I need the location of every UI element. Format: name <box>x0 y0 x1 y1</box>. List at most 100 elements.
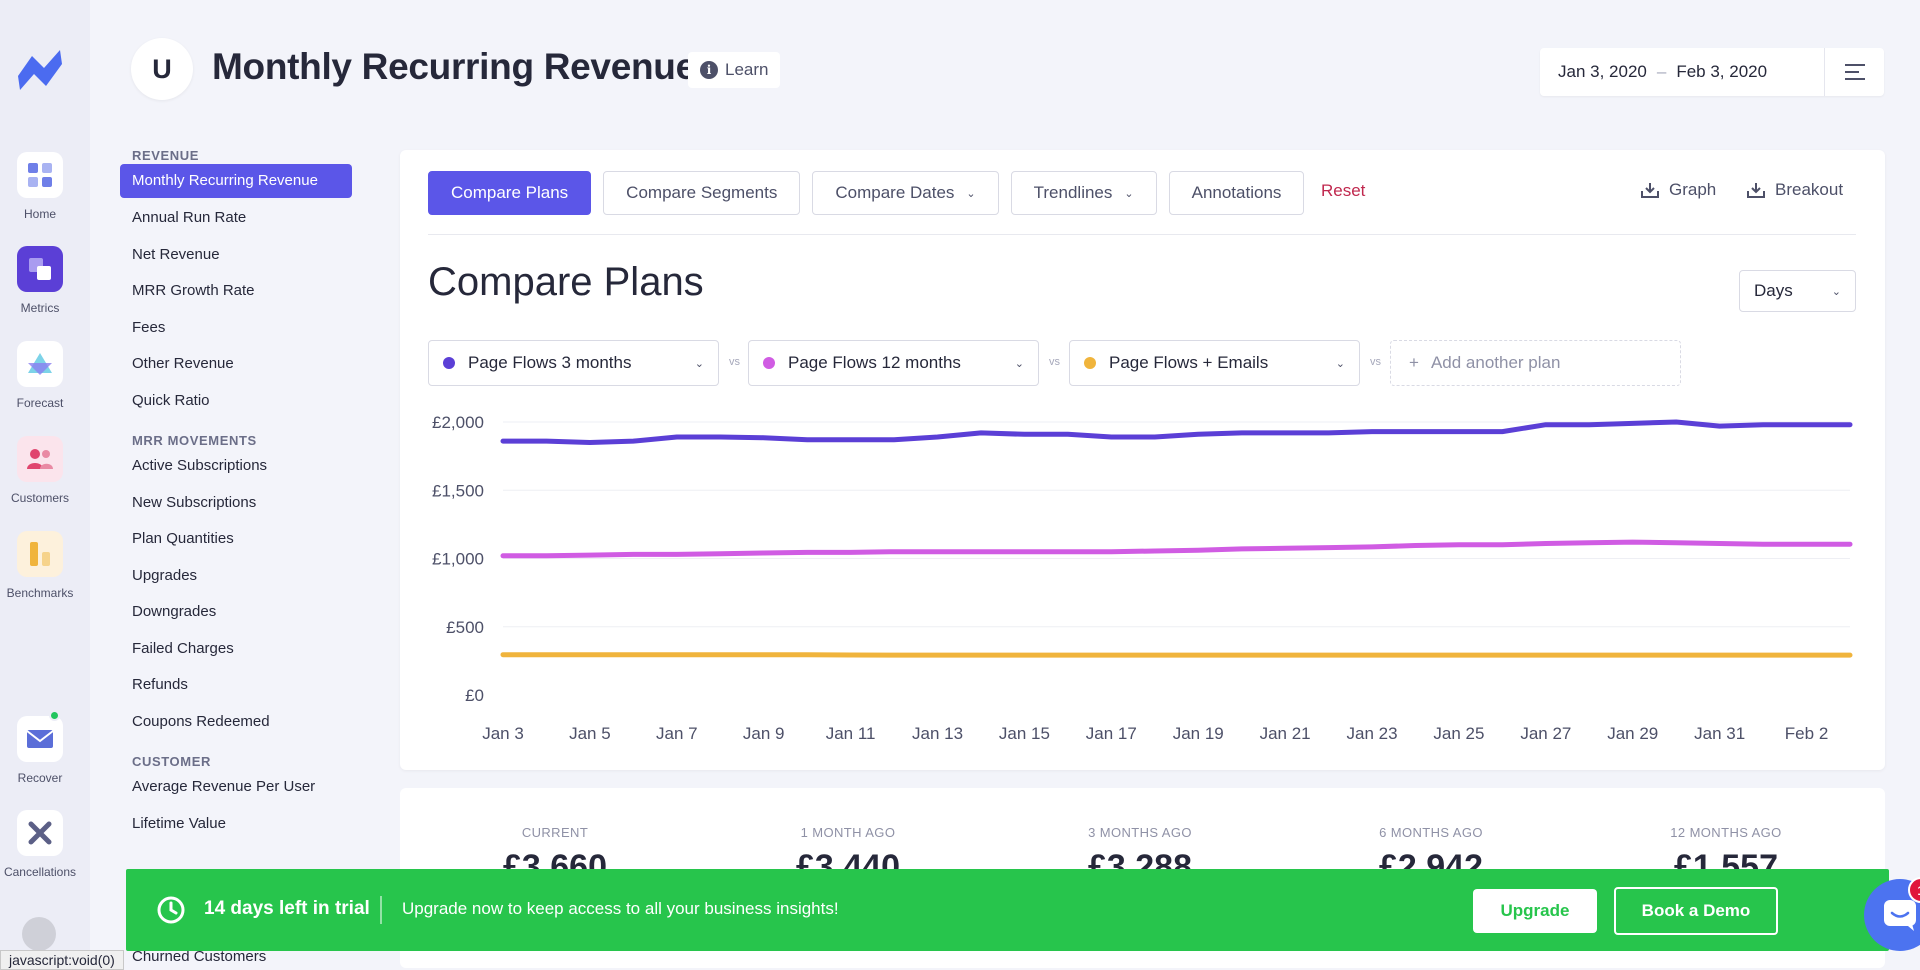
compare-dates-button[interactable]: Compare Dates ⌄ <box>812 171 999 215</box>
trial-separator <box>380 896 382 924</box>
nav-item-quick-ratio[interactable]: Quick Ratio <box>132 391 210 409</box>
x-tick-label: Jan 9 <box>743 724 785 743</box>
nav-item-annual-run-rate[interactable]: Annual Run Rate <box>132 209 247 226</box>
date-start: Jan 3, 2020 <box>1558 62 1647 81</box>
nav-section-mrr-movements: MRR MOVEMENTS <box>132 433 257 448</box>
nav-item-fees[interactable]: Fees <box>132 318 166 336</box>
book-demo-button[interactable]: Book a Demo <box>1614 887 1778 935</box>
compare-plans-button[interactable]: Compare Plans <box>428 171 592 215</box>
chevron-down-icon: ⌄ <box>1124 187 1134 200</box>
nav-section-revenue: REVENUE <box>132 148 200 163</box>
menu-icon[interactable] <box>1824 48 1884 96</box>
download-icon <box>1641 183 1659 198</box>
status-bar-url: javascript:void(0) <box>0 950 124 970</box>
x-tick-label: Jan 21 <box>1260 724 1311 743</box>
graph-label: Graph <box>1669 180 1717 199</box>
mail-icon <box>17 716 63 762</box>
compare-segments-button[interactable]: Compare Segments <box>603 171 801 215</box>
x-tick-label: Jan 15 <box>999 724 1050 743</box>
rail-metrics[interactable]: Metrics <box>0 246 80 315</box>
plan-select-3[interactable]: Page Flows + Emails ⌄ <box>1069 340 1360 386</box>
plan-select-2[interactable]: Page Flows 12 months ⌄ <box>748 340 1039 386</box>
chart-toolbar: Compare Plans Compare Segments Compare D… <box>428 171 1305 215</box>
learn-button[interactable]: i Learn <box>688 52 781 88</box>
rail-customers[interactable]: Customers <box>0 436 80 505</box>
stat-label: CURRENT <box>521 825 589 840</box>
baremetrics-logo-icon[interactable] <box>14 46 66 92</box>
vs-label: vs <box>729 356 740 368</box>
x-tick-label: Jan 19 <box>1173 724 1224 743</box>
forecast-icon <box>17 341 63 387</box>
x-tick-label: Jan 7 <box>656 724 698 743</box>
nav-item-net-revenue[interactable]: Net Revenue <box>132 245 220 263</box>
graph-download-button[interactable]: Graph <box>1640 180 1716 200</box>
nav-item-upgrades[interactable]: Upgrades <box>132 566 198 584</box>
add-plan-button[interactable]: + Add another plan <box>1390 340 1681 386</box>
rail-label: Recover <box>17 771 63 785</box>
plan-name: Page Flows 12 months <box>788 353 961 372</box>
breakout-download-button[interactable]: Breakout <box>1746 180 1843 200</box>
chevron-down-icon: ⌄ <box>966 187 976 200</box>
nav-item-mrr-growth-rate[interactable]: MRR Growth Rate <box>132 282 255 299</box>
page-title: Monthly Recurring Revenue <box>212 46 696 87</box>
series-line-2 <box>500 539 1853 559</box>
info-icon: i <box>700 61 718 79</box>
rail-label: Forecast <box>16 396 64 410</box>
revenue-line-chart[interactable]: £0 £500 £1,000 £1,500 £2,000 Jan 3 Jan 5 Jan 7 J… <box>400 400 1870 760</box>
chevron-down-icon: ⌄ <box>1014 357 1024 370</box>
stat-label: 1 MONTH AGO <box>800 825 896 840</box>
nav-item-refunds[interactable]: Refunds <box>132 676 188 693</box>
trendlines-button[interactable]: Trendlines ⌄ <box>1010 171 1157 215</box>
rail-benchmarks[interactable]: Benchmarks <box>0 531 80 600</box>
x-tick-label: Jan 17 <box>1086 724 1137 743</box>
x-tick-label: Jan 11 <box>826 724 876 743</box>
nav-item-active-subscriptions[interactable]: Active Subscriptions <box>132 457 268 474</box>
interval-select[interactable]: Days ⌄ <box>1739 270 1856 312</box>
nav-item-churned-customers[interactable]: Churned Customers <box>132 948 267 965</box>
benchmarks-icon <box>17 531 63 577</box>
interval-value: Days <box>1754 281 1793 300</box>
rail-label: Cancellations <box>3 865 77 879</box>
metrics-nav: REVENUE Monthly Recurring Revenue Annual … <box>120 140 352 842</box>
y-tick-label: £0 <box>465 686 484 705</box>
icon-rail: Home Metrics Forecast Customers Benchmar… <box>0 0 90 970</box>
vs-label: vs <box>1049 356 1060 368</box>
reset-button[interactable]: Reset <box>1321 181 1366 200</box>
rail-recover[interactable]: Recover <box>0 710 80 785</box>
x-tick-label: Feb 2 <box>1785 724 1828 743</box>
toolbar-divider <box>428 234 1856 235</box>
plus-icon: + <box>1409 353 1419 372</box>
nav-item-lifetime-value[interactable]: Lifetime Value <box>132 814 226 832</box>
nav-item-other-revenue[interactable]: Other Revenue <box>132 355 234 372</box>
chevron-down-icon: ⌄ <box>1831 285 1841 298</box>
nav-item-downgrades[interactable]: Downgrades <box>132 603 217 620</box>
plan-name: Page Flows 3 months <box>468 353 632 372</box>
clock-icon <box>157 896 185 924</box>
nav-item-monthly-recurring-revenue[interactable]: Monthly Recurring Revenue <box>120 164 352 198</box>
account-avatar[interactable]: U <box>131 38 193 100</box>
nav-item-average-revenue-per-user[interactable]: Average Revenue Per User <box>132 778 316 795</box>
plan-select-1[interactable]: Page Flows 3 months ⌄ <box>428 340 719 386</box>
annotations-button[interactable]: Annotations <box>1168 171 1305 215</box>
x-tick-label: Jan 25 <box>1433 724 1484 743</box>
compare-dates-label: Compare Dates <box>835 183 955 202</box>
series-color-dot <box>443 357 455 369</box>
chevron-down-icon: ⌄ <box>694 357 704 370</box>
upgrade-button[interactable]: Upgrade <box>1473 889 1597 933</box>
date-range-picker[interactable]: Jan 3, 2020 – Feb 3, 2020 <box>1540 48 1884 96</box>
nav-section-customer: CUSTOMER <box>132 754 211 769</box>
nav-item-plan-quantities[interactable]: Plan Quantities <box>132 530 234 547</box>
date-separator: – <box>1656 62 1667 81</box>
nav-item-failed-charges[interactable]: Failed Charges <box>132 639 234 657</box>
breakout-label: Breakout <box>1775 180 1844 199</box>
user-avatar[interactable] <box>22 917 56 951</box>
x-tick-label: Jan 3 <box>482 724 524 743</box>
chat-launcher[interactable]: 1 <box>1864 877 1920 951</box>
stat-label: 12 MONTHS AGO <box>1670 825 1782 840</box>
nav-item-coupons-redeemed[interactable]: Coupons Redeemed <box>132 712 270 730</box>
rail-home[interactable]: Home <box>0 152 80 221</box>
series-color-dot <box>763 357 775 369</box>
rail-cancellations[interactable]: Cancellations <box>0 810 80 879</box>
nav-item-new-subscriptions[interactable]: New Subscriptions <box>132 493 257 511</box>
rail-forecast[interactable]: Forecast <box>0 341 80 410</box>
